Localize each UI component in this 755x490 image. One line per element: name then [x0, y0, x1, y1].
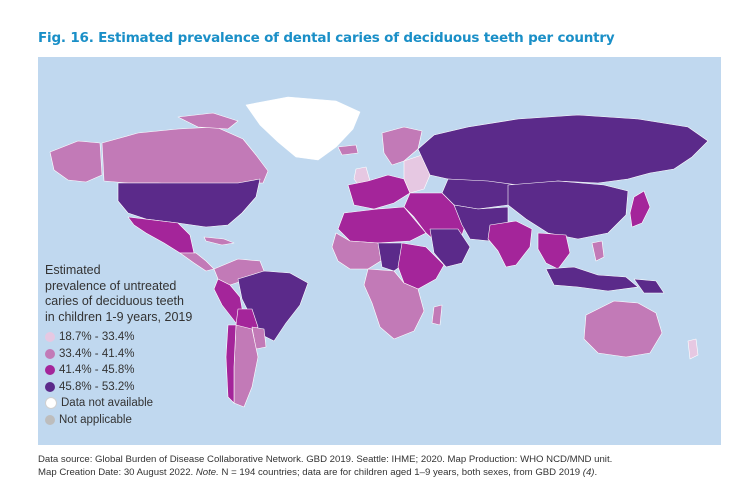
legend-label: 33.4% - 41.4% [59, 347, 135, 360]
source-footer: Data source: Global Burden of Disease Co… [38, 454, 738, 479]
legend-title-line: caries of deciduous teeth [45, 294, 184, 308]
india-region [487, 220, 533, 268]
legend-item: 41.4% - 45.8% [45, 362, 245, 379]
new-zealand-region [687, 338, 699, 360]
legend-swatch [45, 397, 57, 410]
footer-note-text: N = 194 countries; data are for children… [218, 466, 583, 478]
footer-line-note: Map Creation Date: 30 August 2022. Note.… [38, 467, 738, 480]
legend-title-line: Estimated [45, 263, 101, 277]
japan-region [629, 190, 651, 228]
china-region [507, 180, 629, 240]
usa-region [117, 178, 261, 228]
iceland-region [337, 144, 359, 156]
russia-region [417, 114, 709, 186]
map-canvas [49, 96, 709, 408]
canada-region [101, 126, 269, 186]
arctic-islands-region [177, 112, 239, 130]
map-legend: Estimated prevalence of untreated caries… [45, 263, 245, 428]
legend-item: Data not available [45, 395, 245, 412]
footer-reference: (4) [582, 466, 595, 478]
footer-end: . [594, 466, 598, 478]
north-africa-region [337, 206, 427, 244]
legend-item: Not applicable [45, 412, 245, 429]
legend-label: 41.4% - 45.8% [59, 364, 135, 377]
legend-label: 18.7% - 33.4% [59, 331, 135, 344]
scandinavia-region [381, 126, 423, 166]
footer-date-text: Map Creation Date: 30 August 2022. [38, 466, 196, 478]
figure-title: Fig. 16. Estimated prevalence of dental … [38, 30, 615, 46]
caribbean-region [203, 236, 235, 246]
legend-title-line: in children 1-9 years, 2019 [45, 309, 193, 324]
papua-region [633, 278, 665, 294]
east-africa-region [397, 242, 445, 290]
footer-note-label: Note. [195, 466, 219, 478]
footer-line-source: Data source: Global Burden of Disease Co… [38, 454, 613, 465]
australia-region [583, 300, 663, 358]
legend-swatch [45, 381, 55, 392]
legend-swatch [45, 348, 55, 359]
arabian-peninsula-region [429, 228, 471, 268]
legend-item: 45.8% - 53.2% [45, 379, 245, 396]
legend-title-line: prevalence of untreated [45, 278, 177, 293]
greenland-region [245, 96, 361, 161]
madagascar-region [431, 304, 443, 326]
legend-item: 18.7% - 33.4% [45, 329, 245, 346]
legend-label: 45.8% - 53.2% [59, 380, 135, 393]
legend-title: Estimated prevalence of untreated caries… [45, 263, 245, 325]
world-map: Estimated prevalence of untreated caries… [38, 57, 721, 445]
legend-swatch [45, 332, 55, 343]
southeast-asia-region [537, 232, 571, 270]
philippines-region [591, 240, 605, 262]
alaska-region [49, 140, 103, 183]
southern-africa-region [363, 268, 425, 340]
legend-label: Not applicable [59, 413, 132, 426]
legend-swatch [45, 414, 55, 425]
chile-region [225, 324, 237, 404]
indonesia-region [545, 266, 639, 292]
legend-label: Data not available [61, 397, 154, 410]
legend-item: 33.4% - 41.4% [45, 346, 245, 363]
legend-swatch [45, 365, 55, 376]
